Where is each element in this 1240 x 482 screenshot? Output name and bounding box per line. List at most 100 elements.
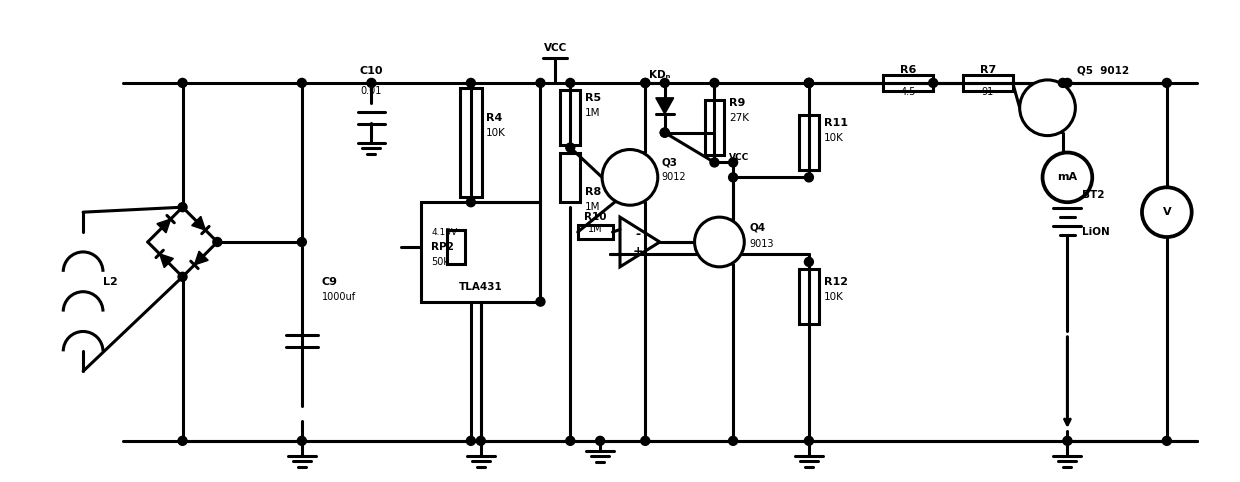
- Circle shape: [641, 436, 650, 445]
- Circle shape: [565, 436, 575, 445]
- Text: R10: R10: [584, 212, 606, 222]
- Circle shape: [711, 79, 719, 87]
- Text: 1M: 1M: [585, 108, 600, 118]
- Text: 1M: 1M: [585, 202, 600, 212]
- Circle shape: [805, 79, 813, 87]
- Circle shape: [1043, 152, 1092, 202]
- Circle shape: [729, 173, 738, 182]
- Text: R11: R11: [823, 118, 848, 128]
- Text: BT2: BT2: [1083, 190, 1105, 200]
- Bar: [704, 100, 724, 155]
- Text: 1000uf: 1000uf: [321, 292, 356, 302]
- Circle shape: [711, 158, 719, 167]
- Circle shape: [805, 436, 813, 445]
- Circle shape: [298, 436, 306, 445]
- Text: Q5  9012: Q5 9012: [1078, 66, 1130, 76]
- Circle shape: [660, 128, 670, 137]
- Circle shape: [179, 272, 187, 281]
- Text: R12: R12: [823, 277, 848, 287]
- Circle shape: [367, 79, 376, 87]
- Circle shape: [1162, 436, 1172, 445]
- Text: R4: R4: [486, 113, 502, 123]
- Text: V: V: [1163, 207, 1171, 217]
- Text: 1M: 1M: [588, 224, 603, 234]
- Circle shape: [1063, 436, 1071, 445]
- Text: RP2: RP2: [432, 242, 454, 252]
- Text: 91: 91: [982, 87, 994, 97]
- Text: KDₙ: KDₙ: [649, 70, 671, 80]
- Circle shape: [805, 257, 813, 267]
- Text: L2: L2: [103, 277, 118, 287]
- Circle shape: [1063, 79, 1071, 87]
- Text: 27K: 27K: [729, 113, 749, 123]
- Bar: [422, 202, 541, 302]
- Circle shape: [641, 79, 650, 87]
- Text: VCC: VCC: [544, 43, 567, 53]
- Text: R6: R6: [900, 65, 916, 75]
- Bar: [446, 229, 465, 264]
- Bar: [578, 225, 613, 239]
- Text: Q3: Q3: [662, 158, 678, 167]
- Text: R9: R9: [729, 98, 745, 108]
- Text: 10K: 10K: [823, 133, 843, 143]
- Polygon shape: [192, 216, 206, 230]
- Text: VCC: VCC: [729, 153, 750, 162]
- Circle shape: [929, 79, 937, 87]
- Circle shape: [694, 217, 744, 267]
- Circle shape: [660, 128, 670, 137]
- Circle shape: [179, 203, 187, 212]
- Polygon shape: [195, 251, 208, 265]
- Text: C9: C9: [321, 277, 337, 287]
- Circle shape: [476, 436, 485, 445]
- Bar: [883, 75, 934, 91]
- Circle shape: [466, 198, 475, 207]
- Text: mA: mA: [1058, 173, 1078, 182]
- Circle shape: [729, 436, 738, 445]
- Text: 0.01: 0.01: [361, 86, 382, 96]
- Polygon shape: [157, 219, 171, 233]
- Circle shape: [603, 149, 657, 205]
- Circle shape: [179, 436, 187, 445]
- Circle shape: [805, 79, 813, 87]
- Text: 10K: 10K: [823, 292, 843, 302]
- Bar: [560, 152, 580, 202]
- Text: -: -: [635, 228, 640, 241]
- Text: 10K: 10K: [486, 128, 506, 138]
- Text: C10: C10: [360, 66, 383, 76]
- Text: +: +: [632, 245, 644, 258]
- Circle shape: [1019, 80, 1075, 135]
- Text: R5: R5: [585, 93, 601, 103]
- Text: 9013: 9013: [749, 239, 774, 249]
- Circle shape: [805, 173, 813, 182]
- Circle shape: [1142, 187, 1192, 237]
- Text: 9012: 9012: [662, 173, 687, 182]
- Circle shape: [298, 238, 306, 246]
- Circle shape: [565, 143, 575, 152]
- Circle shape: [805, 79, 813, 87]
- Circle shape: [1162, 79, 1172, 87]
- Circle shape: [1059, 79, 1068, 87]
- Circle shape: [466, 436, 475, 445]
- Text: TLA431: TLA431: [459, 282, 502, 292]
- Circle shape: [179, 79, 187, 87]
- Polygon shape: [160, 254, 174, 268]
- Circle shape: [660, 79, 670, 87]
- Text: 4.15V: 4.15V: [432, 228, 458, 237]
- Bar: [799, 269, 818, 324]
- Circle shape: [641, 79, 650, 87]
- Circle shape: [213, 238, 222, 246]
- Text: 4.5: 4.5: [900, 87, 916, 97]
- Text: 50k: 50k: [432, 257, 449, 267]
- Circle shape: [729, 158, 738, 167]
- Bar: [799, 115, 818, 170]
- Text: R7: R7: [980, 65, 996, 75]
- Circle shape: [536, 79, 544, 87]
- Polygon shape: [656, 98, 673, 114]
- Circle shape: [298, 79, 306, 87]
- Text: LiON: LiON: [1083, 227, 1110, 237]
- Circle shape: [595, 436, 605, 445]
- Bar: [560, 90, 580, 145]
- Bar: [460, 88, 482, 197]
- Text: Q4: Q4: [749, 222, 765, 232]
- Circle shape: [565, 79, 575, 87]
